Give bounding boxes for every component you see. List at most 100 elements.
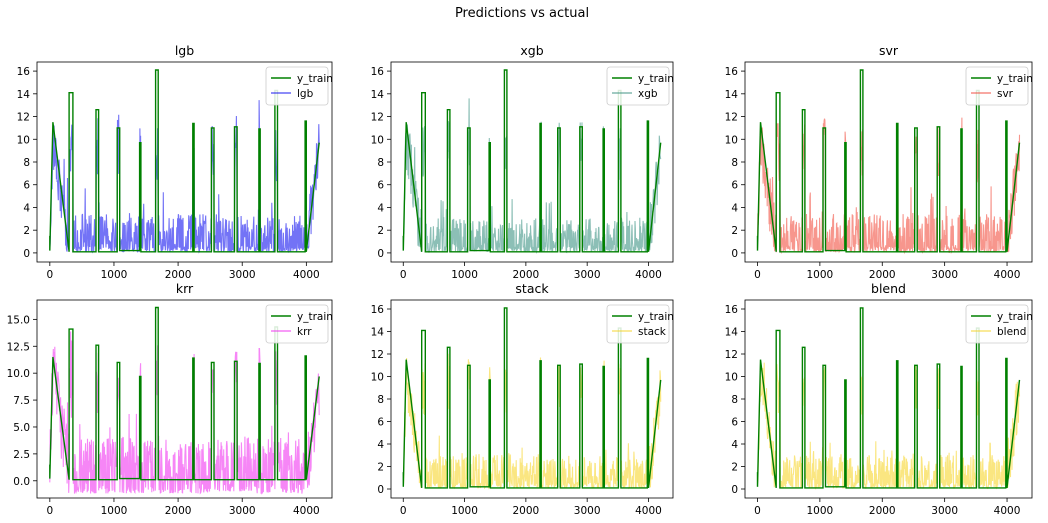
y-tick-label: 14 — [725, 327, 739, 339]
x-tick-label: 1000 — [451, 269, 478, 281]
subplot-title: xgb — [520, 43, 543, 58]
x-tick-label: 1000 — [807, 505, 834, 517]
legend-box — [265, 304, 329, 344]
subplot-title: svr — [879, 43, 899, 58]
y-tick-label: 0 — [377, 248, 384, 260]
x-tick-label: 2000 — [869, 505, 896, 517]
y-tick-label: 16 — [371, 66, 385, 78]
subplot-xgb: xgb 0 1000 2000 3000 4000 0 2 4 6 8 10 12 14 16 y_train… — [371, 43, 674, 281]
y-tick-label: 14 — [17, 89, 31, 101]
y-tick-label: 0 — [731, 484, 738, 496]
axes-frame — [390, 61, 674, 263]
y-tick-label: 14 — [371, 89, 385, 101]
y-tick-label: 8 — [23, 157, 30, 169]
x-tick-label: 1000 — [101, 269, 128, 281]
subplot-title: lgb — [175, 43, 194, 58]
y-tick-label: 10.0 — [7, 368, 30, 380]
series-svr-line — [756, 117, 1021, 255]
x-tick-label: 1000 — [451, 505, 478, 517]
y-tick-label: 12 — [725, 112, 738, 124]
x-tick-label: 1000 — [807, 269, 834, 281]
legend-box — [965, 66, 1029, 106]
x-tick-label: 0 — [400, 269, 407, 281]
subplot-stack: stack 0 1000 2000 3000 4000 0 2 4 6 8 10 12 14 16 y_tra… — [371, 281, 674, 517]
y-tick-label: 12.5 — [7, 341, 30, 353]
x-tick-label: 2000 — [513, 269, 540, 281]
y-tick-label: 10 — [725, 134, 738, 146]
legend-label: y_train — [638, 73, 674, 85]
y-tick-label: 4 — [731, 202, 738, 214]
y-tick-label: 4 — [377, 202, 384, 214]
y-tick-label: 4 — [23, 202, 30, 214]
legend-box — [265, 66, 329, 106]
y-tick-label: 0 — [731, 248, 738, 260]
figure-title: Predictions vs actual — [455, 6, 589, 21]
legend-label: y_train — [638, 311, 674, 323]
x-tick-label: 3000 — [229, 269, 256, 281]
y-tick-label: 16 — [17, 66, 31, 78]
legend-label: y_train — [297, 311, 333, 323]
x-tick-label: 4000 — [293, 505, 320, 517]
y-tick-label: 16 — [725, 66, 739, 78]
x-tick-label: 2000 — [513, 505, 540, 517]
legend-label: svr — [997, 88, 1014, 100]
series-blend-line — [756, 359, 1021, 491]
y-tick-label: 2 — [731, 462, 738, 474]
y-tick-label: 16 — [371, 304, 385, 316]
subplot-title: stack — [515, 281, 549, 296]
y-tick-label: 10 — [371, 134, 384, 146]
y-tick-label: 6 — [377, 180, 384, 192]
series-y_train-line — [49, 306, 320, 481]
legend-label: y_train — [297, 73, 333, 85]
x-tick-label: 4000 — [635, 505, 662, 517]
x-tick-label: 4000 — [635, 269, 662, 281]
x-tick-label: 4000 — [994, 269, 1021, 281]
x-tick-label: 3000 — [574, 269, 601, 281]
y-tick-label: 4 — [377, 439, 384, 451]
y-tick-label: 10 — [17, 134, 30, 146]
subplot-svr: svr 0 1000 2000 3000 4000 0 2 4 6 8 10 12 14 16 y_train… — [725, 43, 1033, 281]
y-tick-label: 0.0 — [13, 476, 30, 488]
y-tick-label: 8 — [377, 394, 384, 406]
series-y_train-line — [402, 69, 662, 253]
legend-label: lgb — [297, 88, 314, 100]
x-tick-label: 3000 — [574, 505, 601, 517]
y-tick-label: 8 — [731, 394, 738, 406]
legend-box — [965, 304, 1029, 344]
y-tick-label: 10 — [725, 372, 738, 384]
y-tick-label: 6 — [731, 417, 738, 429]
y-tick-label: 8 — [377, 157, 384, 169]
legend-box — [606, 304, 670, 344]
legend-label: stack — [638, 326, 667, 338]
y-tick-label: 6 — [23, 180, 30, 192]
y-tick-label: 0 — [377, 484, 384, 496]
x-tick-label: 0 — [46, 505, 53, 517]
y-tick-label: 2 — [731, 225, 738, 237]
y-tick-label: 12 — [371, 349, 384, 361]
axes-frame — [36, 61, 333, 263]
y-tick-label: 0 — [23, 248, 30, 260]
legend-label: y_train — [997, 73, 1033, 85]
x-tick-label: 3000 — [931, 269, 958, 281]
y-tick-label: 12 — [725, 349, 738, 361]
y-tick-label: 12 — [371, 112, 384, 124]
series-krr-line — [49, 331, 320, 495]
legend-label: y_train — [997, 311, 1033, 323]
subplot-lgb: lgb 0 1000 2000 3000 4000 0 2 4 6 8 10 12 14 16 y_train… — [17, 43, 333, 281]
x-tick-label: 1000 — [101, 505, 128, 517]
legend-label: blend — [997, 326, 1026, 338]
series-y_train-line — [756, 69, 1021, 253]
subplot-title: blend — [871, 281, 906, 296]
y-tick-label: 10 — [371, 372, 384, 384]
axes-frame — [744, 61, 1033, 263]
y-tick-label: 6 — [377, 417, 384, 429]
y-tick-label: 14 — [725, 89, 739, 101]
y-tick-label: 14 — [371, 327, 385, 339]
